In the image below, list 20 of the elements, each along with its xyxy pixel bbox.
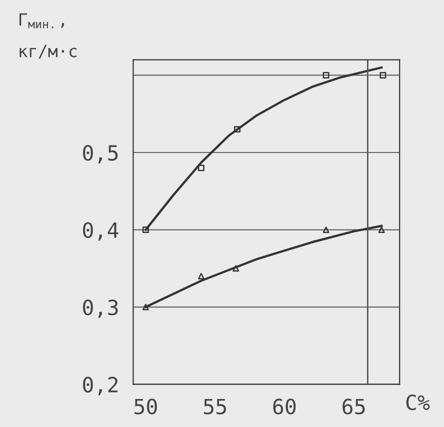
- point: [378, 226, 385, 233]
- x-tick-label: 55: [204, 398, 226, 414]
- y-tick-label: 0,4: [83, 222, 118, 241]
- y-axis-title: Г$_{мин.}$, кг/м·с: [20, 13, 77, 59]
- y-tick-label: 0,2: [83, 376, 118, 396]
- x-tick-label: 50: [134, 398, 157, 414]
- point: [322, 226, 330, 233]
- point: [142, 304, 149, 310]
- point: [198, 272, 204, 280]
- point: [380, 72, 386, 78]
- x-tick-label: 65: [342, 398, 365, 414]
- point: [232, 265, 240, 272]
- y-tick-label: 0,5: [83, 145, 118, 164]
- y-tick-label: 0,3: [83, 300, 118, 318]
- x-tick-label: 60: [273, 398, 296, 414]
- point: [322, 72, 330, 78]
- point: [234, 126, 240, 133]
- point: [198, 164, 204, 172]
- x-axis-title: С%: [406, 394, 430, 410]
- point: [142, 226, 149, 233]
